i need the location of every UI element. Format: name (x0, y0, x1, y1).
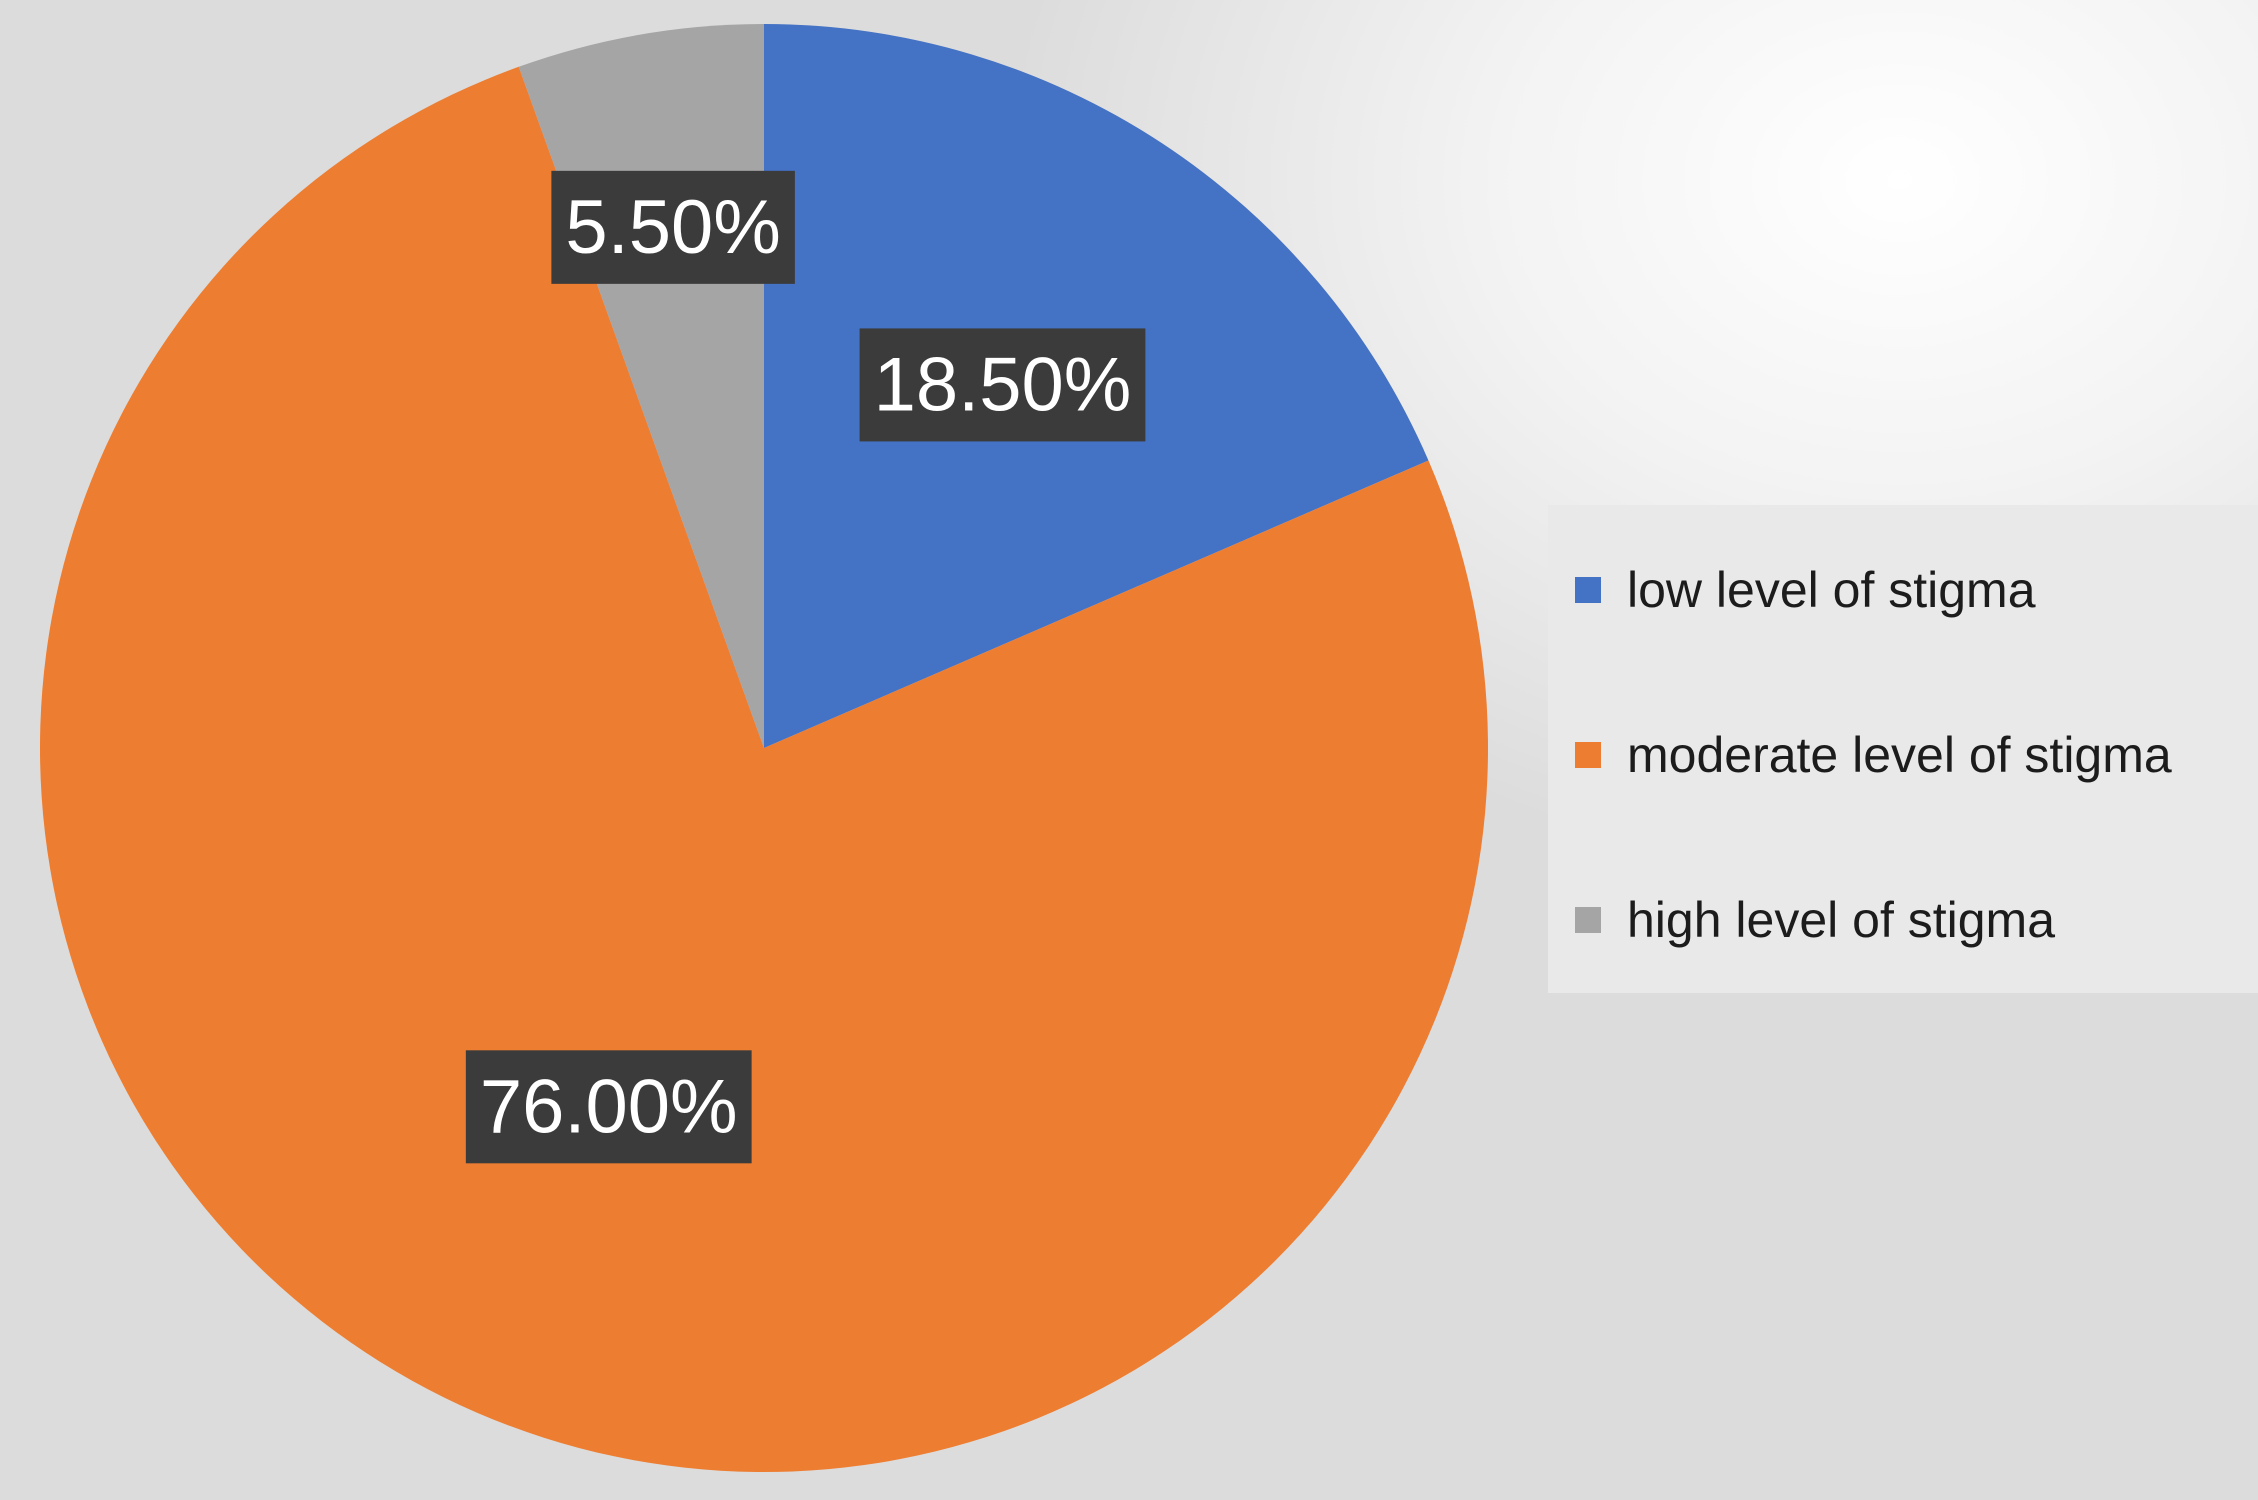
legend-label-high: high level of stigma (1627, 892, 2056, 948)
data-label-box-high (551, 170, 795, 284)
legend-swatch-low (1575, 577, 1601, 603)
legend-item-moderate: moderate level of stigma (1575, 725, 2172, 785)
legend-item-high: high level of stigma (1575, 890, 2055, 950)
data-label-text-high: 5.50% (565, 185, 781, 270)
pie-slice-moderate (39, 66, 1488, 1472)
data-label-high: 5.50% (551, 170, 795, 284)
legend: low level of stigma moderate level of st… (1548, 505, 2258, 993)
legend-label-moderate: moderate level of stigma (1627, 727, 2172, 783)
legend-swatch-high (1575, 907, 1601, 933)
data-label-box-low (859, 328, 1146, 442)
legend-swatch-moderate (1575, 742, 1601, 768)
data-label-box-moderate (465, 1050, 752, 1164)
data-label-low: 18.50% (859, 328, 1146, 442)
legend-item-low: low level of stigma (1575, 560, 2036, 620)
data-label-text-moderate: 76.00% (480, 1064, 738, 1149)
legend-label-low: low level of stigma (1627, 562, 2036, 618)
data-label-text-low: 18.50% (874, 342, 1132, 427)
data-label-moderate: 76.00% (465, 1050, 752, 1164)
